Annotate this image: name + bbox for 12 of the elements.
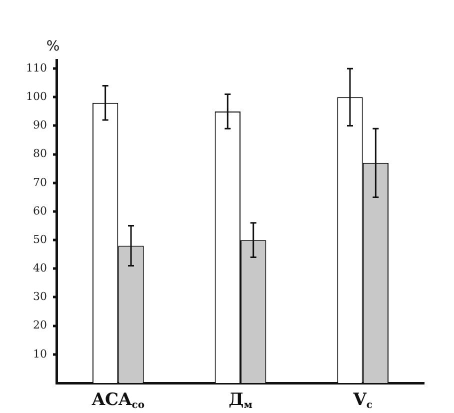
y-tick-label: 60 bbox=[32, 204, 47, 218]
y-tick-label: 70 bbox=[32, 176, 47, 189]
y-tick-label: 100 bbox=[26, 90, 47, 104]
y-tick-label: 30 bbox=[32, 290, 47, 304]
y-axis-title: % bbox=[46, 38, 60, 55]
y-tick-label: 50 bbox=[32, 232, 47, 246]
y-tick-label: 110 bbox=[26, 61, 47, 74]
y-tick-label: 90 bbox=[32, 118, 47, 132]
y-tick-label: 10 bbox=[32, 347, 47, 360]
y-tick-label: 40 bbox=[32, 262, 47, 275]
y-tick-label: 80 bbox=[32, 147, 47, 160]
y-tick-label: 20 bbox=[32, 318, 47, 332]
